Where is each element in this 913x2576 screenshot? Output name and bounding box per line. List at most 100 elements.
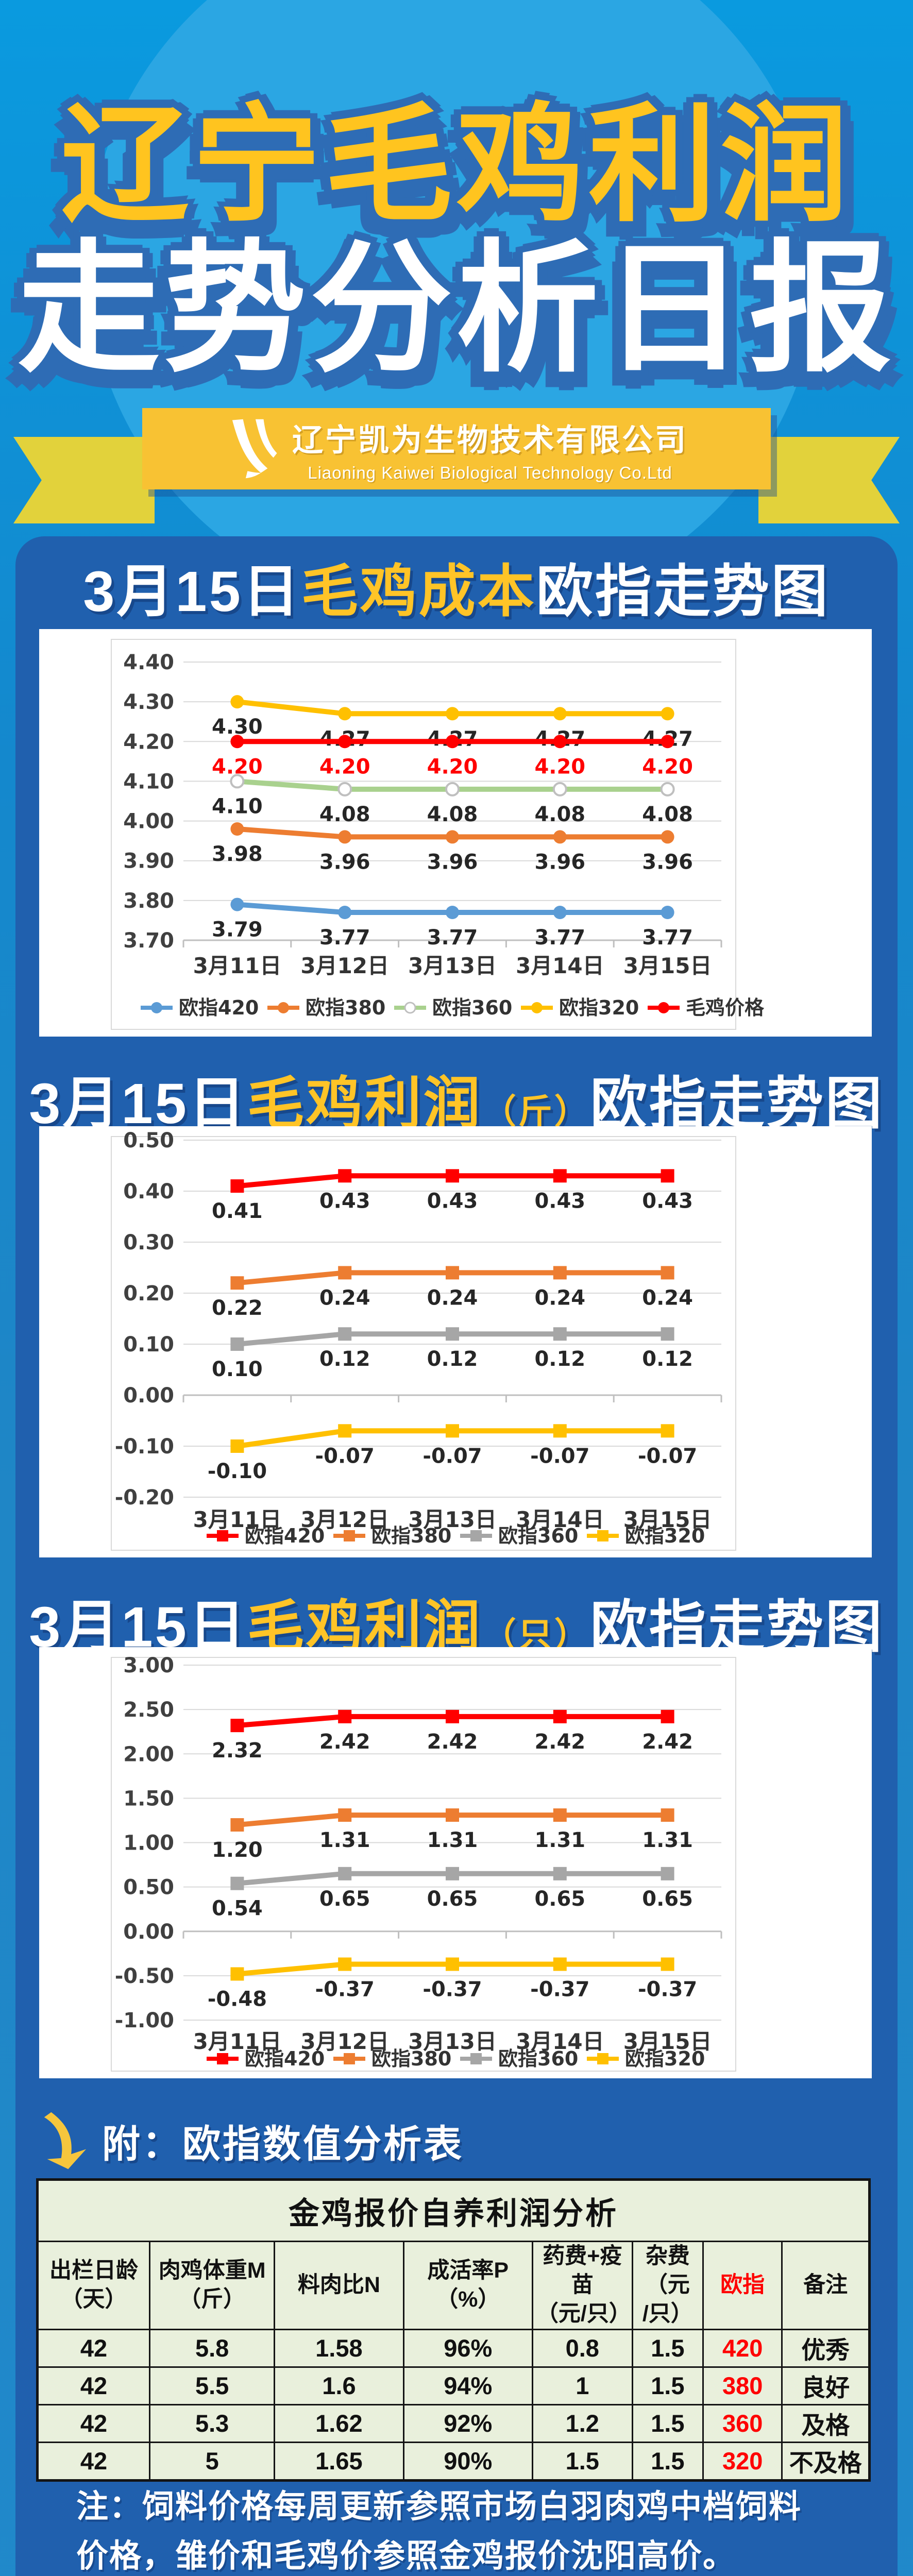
- data-label: 4.20: [212, 755, 263, 778]
- chart-title-part: 毛鸡成本: [301, 560, 536, 623]
- table-header-cell: 备注: [781, 2241, 870, 2330]
- table-cell: 42: [36, 2441, 151, 2481]
- data-label: 0.24: [427, 1286, 478, 1310]
- svg-text:3.80: 3.80: [123, 889, 174, 913]
- data-label: 4.08: [534, 803, 585, 826]
- table-cell: 380: [702, 2366, 783, 2405]
- data-label: 3.98: [212, 842, 263, 866]
- svg-text:1.00: 1.00: [123, 1832, 174, 1855]
- data-label: 0.24: [534, 1286, 585, 1310]
- x-axis-label: 3月14日: [516, 1507, 604, 1532]
- series-欧指420: 3.79 3.77 3.77 3.77 3.77: [212, 897, 693, 950]
- table-cell: 5.8: [149, 2328, 276, 2368]
- main-title-line1: 辽宁毛鸡利润: [61, 93, 852, 236]
- data-label: 2.42: [319, 1730, 370, 1754]
- svg-text:3.90: 3.90: [123, 850, 174, 873]
- x-axis-label: 3月15日: [623, 2029, 712, 2054]
- series-欧指320: -0.48 -0.37 -0.37 -0.37 -0.37: [208, 1957, 697, 2011]
- table-cell: 1.6: [274, 2366, 404, 2405]
- svg-text:2.50: 2.50: [123, 1698, 174, 1722]
- svg-text:-0.50: -0.50: [115, 1964, 174, 1988]
- svg-text:4.10: 4.10: [123, 770, 174, 793]
- svg-text:欧指420: 欧指420: [245, 1524, 325, 1547]
- svg-text:欧指320: 欧指320: [625, 1524, 705, 1547]
- analysis-heading: 附：欧指数值分析表: [102, 2122, 464, 2165]
- data-label: 0.24: [319, 1286, 370, 1310]
- data-label: -0.07: [638, 1444, 697, 1468]
- table-row: 42 5.5 1.6 94% 1 1.5 380 良好: [36, 2366, 870, 2405]
- table-cell: 42: [36, 2328, 151, 2368]
- series-欧指420: 2.32 2.42 2.42 2.42 2.42: [212, 1709, 693, 1762]
- legend-item: 欧指360: [394, 996, 512, 1019]
- x-axis-label: 3月12日: [300, 953, 389, 978]
- table-cell: 42: [36, 2403, 151, 2443]
- data-label: 4.08: [319, 803, 370, 826]
- data-label: 1.31: [319, 1828, 370, 1852]
- data-label: 4.10: [212, 794, 263, 818]
- chart1-title: 3月15日毛鸡成本欧指走势图: [0, 560, 913, 625]
- chart2-title: 3月15日毛鸡利润（斤）欧指走势图: [0, 1072, 913, 1137]
- chart-title-part: 3月15日: [83, 560, 301, 623]
- data-label: 1.20: [212, 1838, 263, 1862]
- legend-item: 欧指360: [460, 2047, 578, 2070]
- data-label: 0.12: [319, 1347, 370, 1371]
- table-cell: 及格: [781, 2403, 870, 2443]
- data-label: 0.41: [212, 1199, 263, 1223]
- legend-item: 欧指420: [141, 996, 259, 1019]
- svg-text:欧指360: 欧指360: [498, 2047, 578, 2070]
- background-ellipse: [88, 0, 819, 618]
- chart-title-part: 毛鸡利润: [247, 1072, 482, 1136]
- data-label: -0.37: [638, 1977, 697, 2001]
- legend-item: 欧指420: [207, 2047, 325, 2070]
- table-cell: 1.5: [631, 2403, 704, 2443]
- chart2-panel: 0.50 0.40 0.30 0.20 0.10 0.00 -0.10 -0.20 3月11日 3…: [39, 1126, 872, 1557]
- legend-item: 欧指320: [587, 1524, 705, 1547]
- ribbon-tail-left: [13, 437, 155, 523]
- series-欧指360: 4.10 4.08 4.08 4.08 4.08: [212, 774, 693, 826]
- chart2-svg: 0.50 0.40 0.30 0.20 0.10 0.00 -0.10 -0.20 3月11日 3…: [39, 1126, 872, 1557]
- data-label: 4.20: [427, 755, 478, 778]
- data-label: 0.43: [427, 1189, 478, 1213]
- table-header-cell: 出栏日龄 （天）: [36, 2241, 151, 2330]
- table-cell: 92%: [402, 2403, 533, 2443]
- svg-text:0.00: 0.00: [123, 1384, 174, 1408]
- table-cell: 1.5: [531, 2441, 633, 2481]
- svg-text:3.00: 3.00: [123, 1654, 174, 1677]
- svg-text:-0.20: -0.20: [115, 1486, 174, 1510]
- legend-item: 毛鸡价格: [648, 996, 765, 1019]
- data-label: 3.96: [642, 850, 693, 874]
- data-label: 3.77: [427, 926, 478, 950]
- data-label: 0.43: [319, 1189, 370, 1213]
- data-label: -0.07: [315, 1444, 375, 1468]
- data-label: 0.22: [212, 1296, 263, 1320]
- data-label: -0.10: [208, 1460, 267, 1483]
- svg-text:欧指420: 欧指420: [245, 2047, 325, 2070]
- svg-text:0.20: 0.20: [123, 1282, 174, 1306]
- svg-text:欧指380: 欧指380: [371, 1524, 451, 1547]
- svg-text:0.50: 0.50: [123, 1129, 174, 1153]
- data-label: 3.77: [642, 926, 693, 950]
- svg-text:欧指360: 欧指360: [432, 996, 512, 1019]
- data-label: -0.07: [422, 1444, 482, 1468]
- table-row: 42 5 1.65 90% 1.5 1.5 320 不及格: [36, 2441, 870, 2481]
- data-label: 0.10: [212, 1358, 263, 1381]
- chart1-panel: 4.40 4.30 4.20 4.10 4.00 3.90 3.80 3.70 3月11日 3月1…: [39, 629, 872, 1037]
- data-label: 4.08: [427, 803, 478, 826]
- chart-title-part: （斤）: [482, 1092, 590, 1130]
- table-header-cell: 药费+疫苗 （元/只）: [531, 2241, 633, 2330]
- table-header-cell: 肉鸡体重M （斤）: [149, 2241, 276, 2330]
- series-欧指360: 0.54 0.65 0.65 0.65 0.65: [212, 1867, 693, 1921]
- svg-text:0.30: 0.30: [123, 1231, 174, 1255]
- table-cell: 1.62: [274, 2403, 404, 2443]
- svg-text:欧指320: 欧指320: [559, 996, 639, 1019]
- svg-text:毛鸡价格: 毛鸡价格: [686, 996, 765, 1019]
- analysis-heading-row: 附：欧指数值分析表: [41, 2110, 464, 2171]
- legend-item: 欧指380: [333, 1524, 451, 1547]
- data-label: 1.31: [642, 1828, 693, 1852]
- data-label: 0.12: [534, 1347, 585, 1371]
- data-label: -0.48: [208, 1987, 267, 2011]
- x-axis-label: 3月11日: [193, 1507, 282, 1532]
- data-label: 0.65: [534, 1887, 585, 1911]
- data-label: 3.77: [319, 926, 370, 950]
- data-label: 0.65: [319, 1887, 370, 1911]
